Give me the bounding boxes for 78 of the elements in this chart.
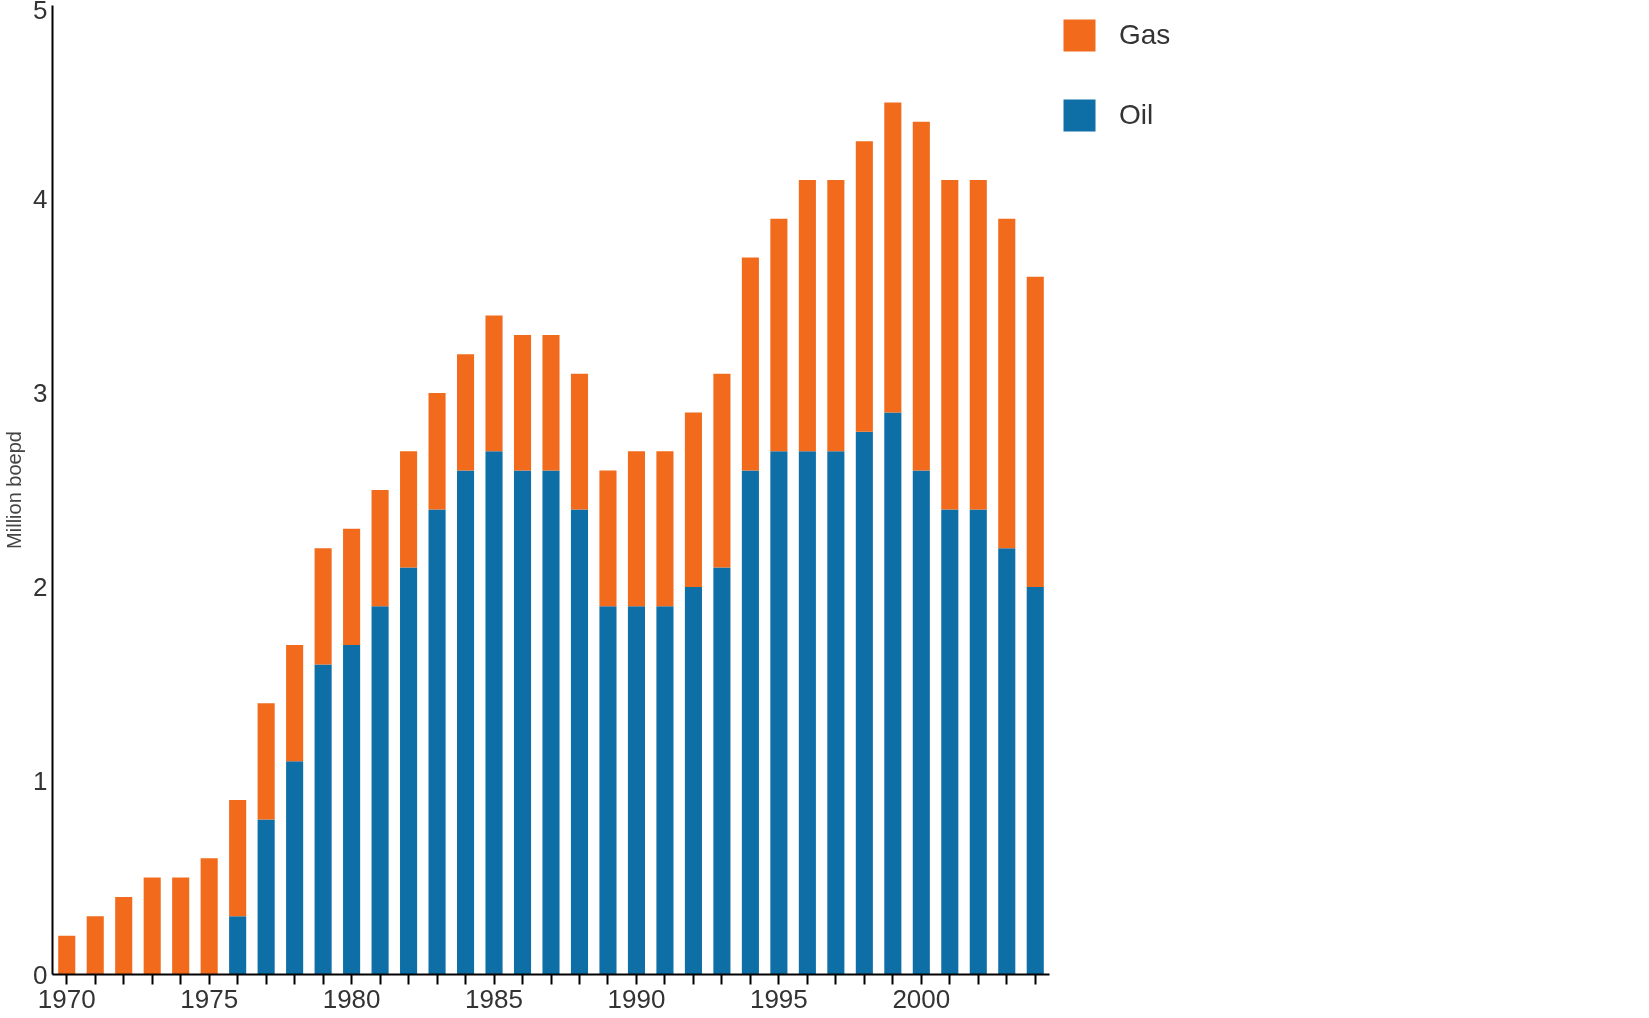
bar bbox=[257, 819, 275, 975]
bar bbox=[599, 470, 617, 607]
bar bbox=[343, 645, 361, 975]
bar bbox=[912, 470, 930, 975]
x-tick-label: 2000 bbox=[892, 983, 951, 1014]
bar bbox=[314, 548, 332, 665]
bar bbox=[314, 664, 332, 975]
bar bbox=[400, 567, 418, 975]
bar bbox=[741, 470, 759, 975]
bar bbox=[656, 451, 674, 607]
bar bbox=[570, 509, 589, 975]
y-tick-label: 3 bbox=[33, 378, 48, 409]
bar bbox=[656, 606, 674, 975]
bar bbox=[286, 645, 304, 762]
bar bbox=[969, 179, 987, 510]
bar bbox=[855, 431, 873, 975]
bar bbox=[684, 586, 702, 975]
x-tick-label: 1985 bbox=[465, 983, 523, 1014]
bar bbox=[998, 548, 1016, 975]
bar bbox=[257, 703, 275, 820]
y-tick-label: 2 bbox=[33, 571, 48, 602]
bar bbox=[599, 606, 617, 975]
bar bbox=[741, 257, 759, 471]
bar bbox=[798, 179, 816, 452]
bar bbox=[58, 935, 76, 975]
bar bbox=[513, 470, 532, 975]
bar bbox=[770, 451, 788, 975]
bar bbox=[457, 354, 475, 471]
bar bbox=[998, 218, 1016, 549]
bar bbox=[172, 877, 190, 975]
x-tick-label: 1980 bbox=[322, 983, 381, 1014]
bar bbox=[1026, 586, 1044, 975]
bar bbox=[86, 916, 104, 975]
y-tick-label: 1 bbox=[33, 765, 48, 796]
y-tick-label: 5 bbox=[33, 0, 48, 25]
y-tick-label: 4 bbox=[33, 184, 48, 215]
bar bbox=[513, 334, 532, 471]
bar bbox=[770, 218, 788, 452]
bar bbox=[912, 121, 930, 471]
bar bbox=[371, 606, 389, 975]
bar bbox=[485, 451, 503, 975]
bar bbox=[542, 334, 560, 471]
bar bbox=[485, 315, 503, 452]
bar bbox=[713, 567, 731, 975]
bar bbox=[713, 373, 731, 568]
bar bbox=[143, 877, 161, 975]
x-tick-label: 1975 bbox=[180, 983, 239, 1014]
bar bbox=[969, 509, 987, 975]
bar bbox=[343, 528, 361, 646]
bar bbox=[827, 179, 845, 452]
bar bbox=[684, 412, 702, 587]
bar bbox=[570, 373, 589, 510]
x-tick-label: 1995 bbox=[749, 983, 808, 1014]
bar bbox=[855, 141, 873, 432]
bar bbox=[457, 470, 475, 975]
legend-label: Gas bbox=[1119, 19, 1171, 51]
bar bbox=[941, 179, 959, 510]
y-axis-title: Million boepd bbox=[3, 431, 26, 549]
bar bbox=[884, 412, 902, 975]
bar bbox=[627, 451, 645, 607]
bar bbox=[941, 509, 959, 975]
bar bbox=[827, 451, 845, 975]
x-tick-label: 1990 bbox=[607, 983, 666, 1014]
bar bbox=[229, 800, 247, 917]
bar bbox=[371, 490, 389, 607]
bar bbox=[115, 896, 133, 975]
bar bbox=[286, 761, 304, 975]
bar bbox=[428, 509, 446, 975]
bar bbox=[428, 393, 446, 510]
bar bbox=[200, 858, 218, 975]
bar bbox=[229, 916, 247, 975]
legend-label: Oil bbox=[1119, 99, 1154, 131]
bar bbox=[884, 102, 902, 413]
bar bbox=[627, 606, 645, 975]
bar bbox=[542, 470, 560, 975]
bar bbox=[1026, 276, 1044, 587]
bar bbox=[798, 451, 816, 975]
bar bbox=[400, 451, 418, 568]
